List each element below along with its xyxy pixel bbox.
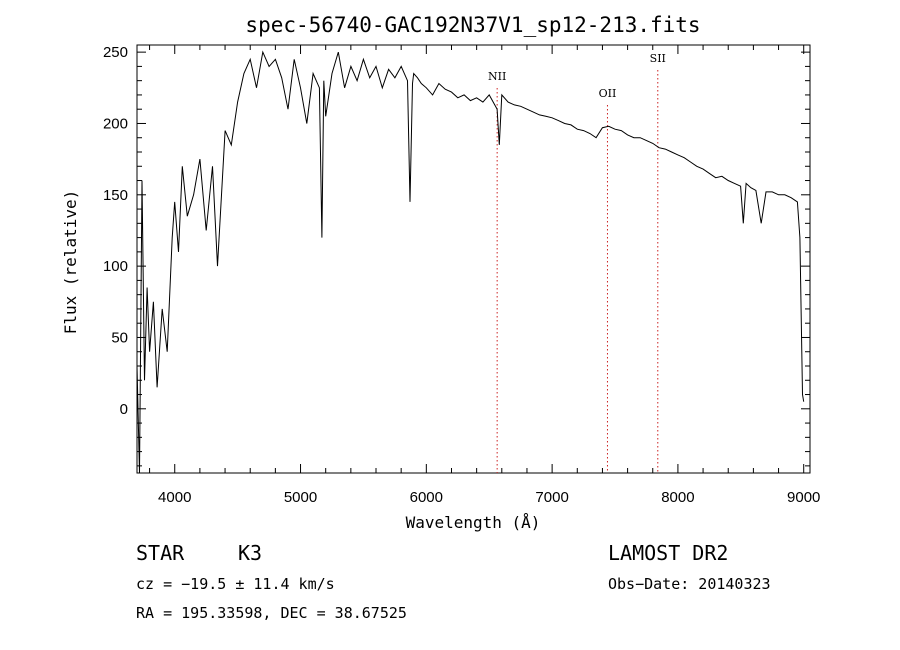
redshift-cz: cz = −19.5 ± 11.4 km/s [136,575,335,593]
y-tick-label: 50 [111,329,128,346]
emission-label-sii: SII [650,52,666,65]
y-axis-label: Flux (relative) [61,190,80,335]
x-axis-label: Wavelength (Å) [406,513,541,532]
emission-label-nii: NII [488,70,506,83]
x-tick-label: 5000 [284,489,317,506]
y-tick-label: 0 [120,401,128,418]
emission-lines: NII OII SII [488,52,666,473]
emission-label-oii: OII [599,87,617,100]
x-tick-label: 7000 [535,489,568,506]
survey-name: LAMOST DR2 [608,541,729,565]
y-tick-label: 200 [103,115,128,132]
object-class: STAR [136,541,185,565]
object-subclass: K3 [238,541,263,565]
x-tick-label: 4000 [158,489,191,506]
spectrum-line [136,50,805,474]
coordinates: RA = 195.33598, DEC = 38.67525 [136,604,407,622]
y-tick-label: 100 [103,258,128,275]
x-tick-label: 6000 [410,489,443,506]
x-tick-label: 8000 [661,489,694,506]
obs-date: Obs−Date: 20140323 [608,575,771,593]
plot-frame [136,44,811,474]
y-axis-ticks: 0 50 100 150 200 250 [103,44,810,467]
x-axis-ticks: 4000 5000 6000 7000 8000 9000 [149,45,820,506]
chart-title: spec-56740-GAC192N37V1_sp12-213.fits [245,13,700,37]
y-tick-label: 150 [103,187,128,204]
x-tick-label: 9000 [787,489,820,506]
y-tick-label: 250 [103,44,128,61]
